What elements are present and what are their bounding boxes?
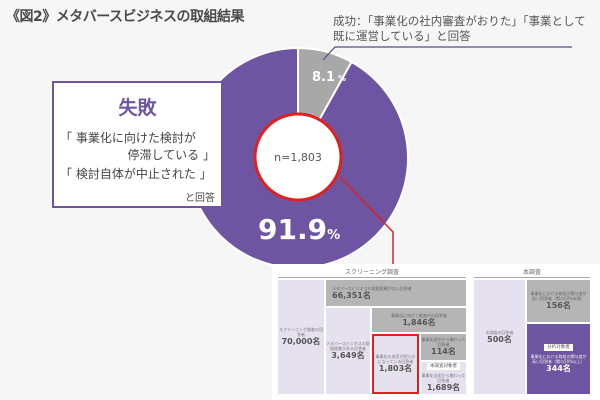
center-circle (253, 112, 343, 202)
screening-divider (278, 277, 466, 278)
cell-value: 1,803名 (378, 364, 413, 373)
screening-title: スクリーニング調査 (344, 269, 399, 276)
no-experience-cell: メタバースビジネスの取組経験がない回答者 66,351名 (326, 280, 466, 306)
cell-label: 事業化の成否が明らかになっている回答者 (375, 354, 416, 364)
from-start-cell: 本調査対象者 事業化当初から携わった回答者 1,689名 (421, 362, 466, 394)
slice-value-success: 8.1 (312, 70, 335, 85)
cell-label: メタバースビジネスの取組経験がない回答者 (332, 285, 412, 291)
cell-value: 344名 (546, 364, 571, 373)
cell-label: 事業化途中から携わった回答者 (421, 337, 466, 347)
figure-title: 《図2》メタバースビジネスの取組結果 (6, 9, 245, 25)
high-involvement-cell: 分析対象者 事業化における取組の関与度が高い回答者（関与50%以上） 344名 (527, 324, 590, 394)
cell-label: 事業化に向けて推進中の回答者 (391, 312, 447, 318)
slice-unit-failure: % (327, 228, 340, 243)
cell-value: 114名 (431, 347, 456, 356)
slice-label-failure: 91.9% (258, 213, 340, 246)
cell-label: 事業化における取組の関与度が高い回答者（関与50%以上） (530, 354, 587, 364)
cell-tag: 分析対象者 (544, 344, 573, 351)
failure-box: 失敗 「 事業化に向けた検討が 停滞している 」 「 検討自体が中止された 」 … (52, 81, 223, 208)
cell-label: メタバースビジネスの取組経験がある回答者 (326, 341, 370, 351)
cell-value: 3,649名 (331, 351, 365, 360)
cell-label: 事業化当初から携わった回答者 (421, 373, 466, 383)
failure-line-3: 「 検討自体が中止された 」 (60, 167, 212, 181)
cell-label: スクリーニング調査の回答者 (279, 327, 323, 337)
failure-line-2: 停滞している 」 (127, 148, 215, 162)
main-survey-divider (474, 277, 590, 278)
callout-line (322, 46, 572, 61)
failure-title: 失敗 (118, 97, 157, 119)
slice-unit-success: % (338, 74, 346, 83)
cell-value: 500名 (487, 334, 512, 344)
cell-label: 本調査の回答者 (485, 329, 514, 335)
decided-cell: 事業化の成否が明らかになっている回答者 1,803名 (372, 334, 419, 394)
center-label: n=1,803 (274, 151, 322, 164)
cell-value: 156名 (546, 301, 571, 310)
success-callout: 成功：「事業化の社内審査がおりた」「事業として既に運営している」と回答 (333, 14, 586, 43)
midway-cell: 事業化途中から携わった回答者 114名 (421, 334, 466, 360)
main-survey-title: 本調査 (522, 269, 541, 276)
failure-suffix: と回答 (185, 193, 215, 204)
cell-value: 66,351名 (332, 290, 371, 300)
slice-value-failure: 91.9 (258, 213, 327, 246)
cell-value: 1,689名 (426, 383, 461, 392)
slice-label-success: 8.1% (312, 70, 346, 85)
in-progress-cell: 事業化に向けて推進中の回答者 1,846名 (372, 308, 466, 332)
experience-cell: メタバースビジネスの取組経験がある回答者 3,649名 (326, 308, 370, 394)
main-total-cell: 本調査の回答者 500名 (474, 280, 525, 394)
low-involvement-cell: 事業化における取組の関与度が低い回答者（関与50%未満） 156名 (527, 280, 590, 322)
cell-value: 1,846名 (402, 317, 436, 327)
screening-total-cell: スクリーニング調査の回答者 70,000名 (278, 280, 324, 394)
cell-label: 事業化における取組の関与度が低い回答者（関与50%未満） (530, 291, 587, 301)
cell-value: 70,000名 (281, 337, 321, 346)
cell-tag: 本調査対象者 (427, 363, 460, 370)
failure-line-1: 「 事業化に向けた検討が (60, 131, 196, 145)
